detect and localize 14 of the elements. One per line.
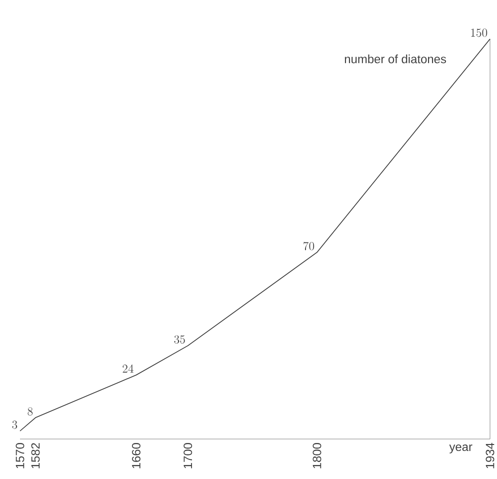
x-tick-label: 1800 [312,442,322,468]
data-label: 35 [174,335,185,344]
data-label: 8 [28,407,33,416]
data-label: 24 [122,364,134,373]
x-tick-label: 1660 [132,442,140,468]
y-axis-title: number of diatones [344,54,446,64]
x-tick-label: 1582 [31,443,40,468]
x-tick-label: 1934 [486,442,494,468]
x-axis-title: year [449,444,472,454]
data-label: 150 [471,28,488,37]
x-tick-label: 1570 [16,442,24,468]
data-label: 70 [304,242,314,250]
data-label: 3 [12,420,18,429]
x-tick-label: 1700 [184,442,192,468]
